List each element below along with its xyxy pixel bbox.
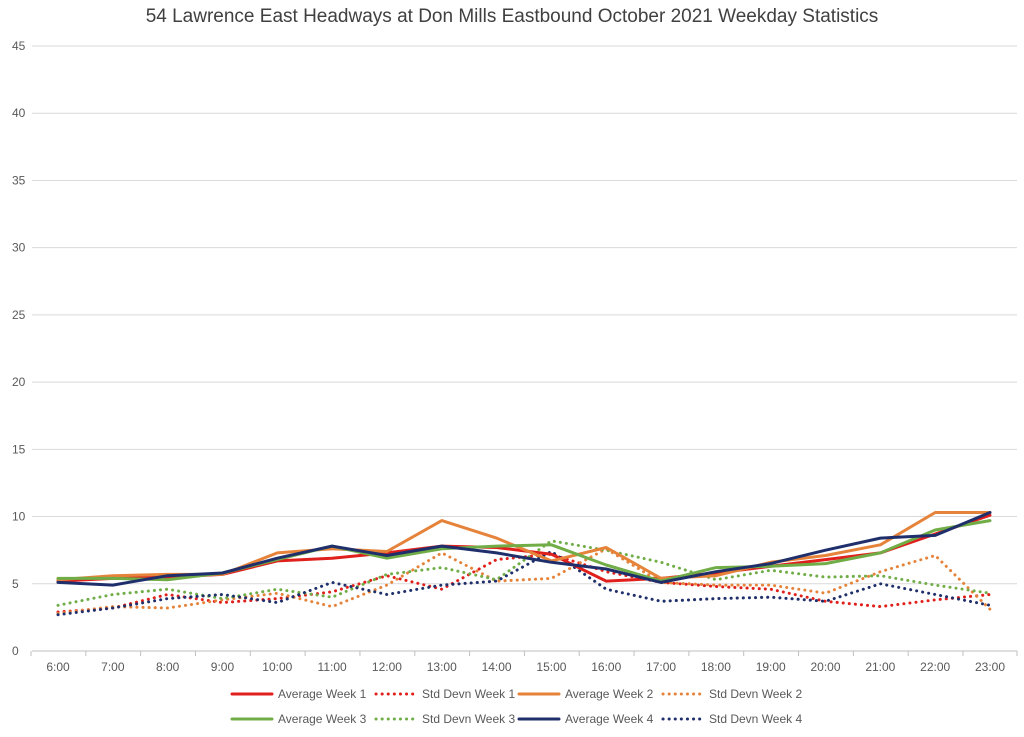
y-tick-label: 5 [12, 577, 19, 591]
x-tick-label: 14:00 [482, 660, 512, 674]
legend-label-std-devn-week-4: Std Devn Week 4 [709, 712, 802, 726]
y-tick-label: 40 [12, 106, 26, 120]
y-tick-label: 15 [12, 442, 26, 456]
series-line-average-week-4 [56, 511, 992, 587]
x-tick-label: 12:00 [372, 660, 402, 674]
y-tick-label: 20 [12, 375, 26, 389]
axes: 0 5 10 15 20 25 30 35 40 45 6:00 7:00 8:00 9:00 10:00 1… [12, 39, 1018, 674]
x-tick-label: 18:00 [701, 660, 731, 674]
legend-label-std-devn-week-1: Std Devn Week 1 [422, 687, 515, 701]
y-tick-label: 10 [12, 510, 26, 524]
legend-label-average-week-4: Average Week 4 [565, 712, 654, 726]
x-tick-label: 10:00 [262, 660, 292, 674]
x-tick-label: 7:00 [101, 660, 125, 674]
legend-label-std-devn-week-3: Std Devn Week 3 [422, 712, 515, 726]
legend: Average Week 1 Std Devn Week 1 Average Wee… [230, 687, 802, 726]
series-line-std-devn-week-3 [56, 539, 992, 607]
series-line-std-devn-week-4 [56, 550, 992, 617]
y-tick-label: 30 [12, 241, 26, 255]
x-tick-label: 16:00 [591, 660, 621, 674]
x-tick-label: 20:00 [811, 660, 841, 674]
x-tick-label: 23:00 [975, 660, 1005, 674]
x-tick-label: 9:00 [211, 660, 235, 674]
y-tick-label: 45 [12, 39, 26, 53]
legend-label-average-week-3: Average Week 3 [278, 712, 367, 726]
x-tick-label: 13:00 [427, 660, 457, 674]
series-lines [56, 511, 992, 617]
y-tick-label: 35 [12, 173, 26, 187]
chart-title: 54 Lawrence East Headways at Don Mills E… [145, 6, 879, 27]
x-tick-label: 17:00 [646, 660, 676, 674]
x-tick-label: 8:00 [156, 660, 180, 674]
legend-label-average-week-2: Average Week 2 [565, 687, 654, 701]
legend-label-std-devn-week-2: Std Devn Week 2 [709, 687, 802, 701]
x-tick-label: 6:00 [46, 660, 70, 674]
y-tick-label: 0 [12, 644, 19, 658]
legend-label-average-week-1: Average Week 1 [278, 687, 367, 701]
x-tick-label: 22:00 [920, 660, 950, 674]
x-tick-label: 21:00 [865, 660, 895, 674]
y-tick-label: 25 [12, 308, 26, 322]
x-tick-label: 15:00 [536, 660, 566, 674]
x-tick-label: 19:00 [756, 660, 786, 674]
x-tick-label: 11:00 [318, 660, 347, 674]
series-line-std-devn-week-2 [56, 547, 992, 615]
